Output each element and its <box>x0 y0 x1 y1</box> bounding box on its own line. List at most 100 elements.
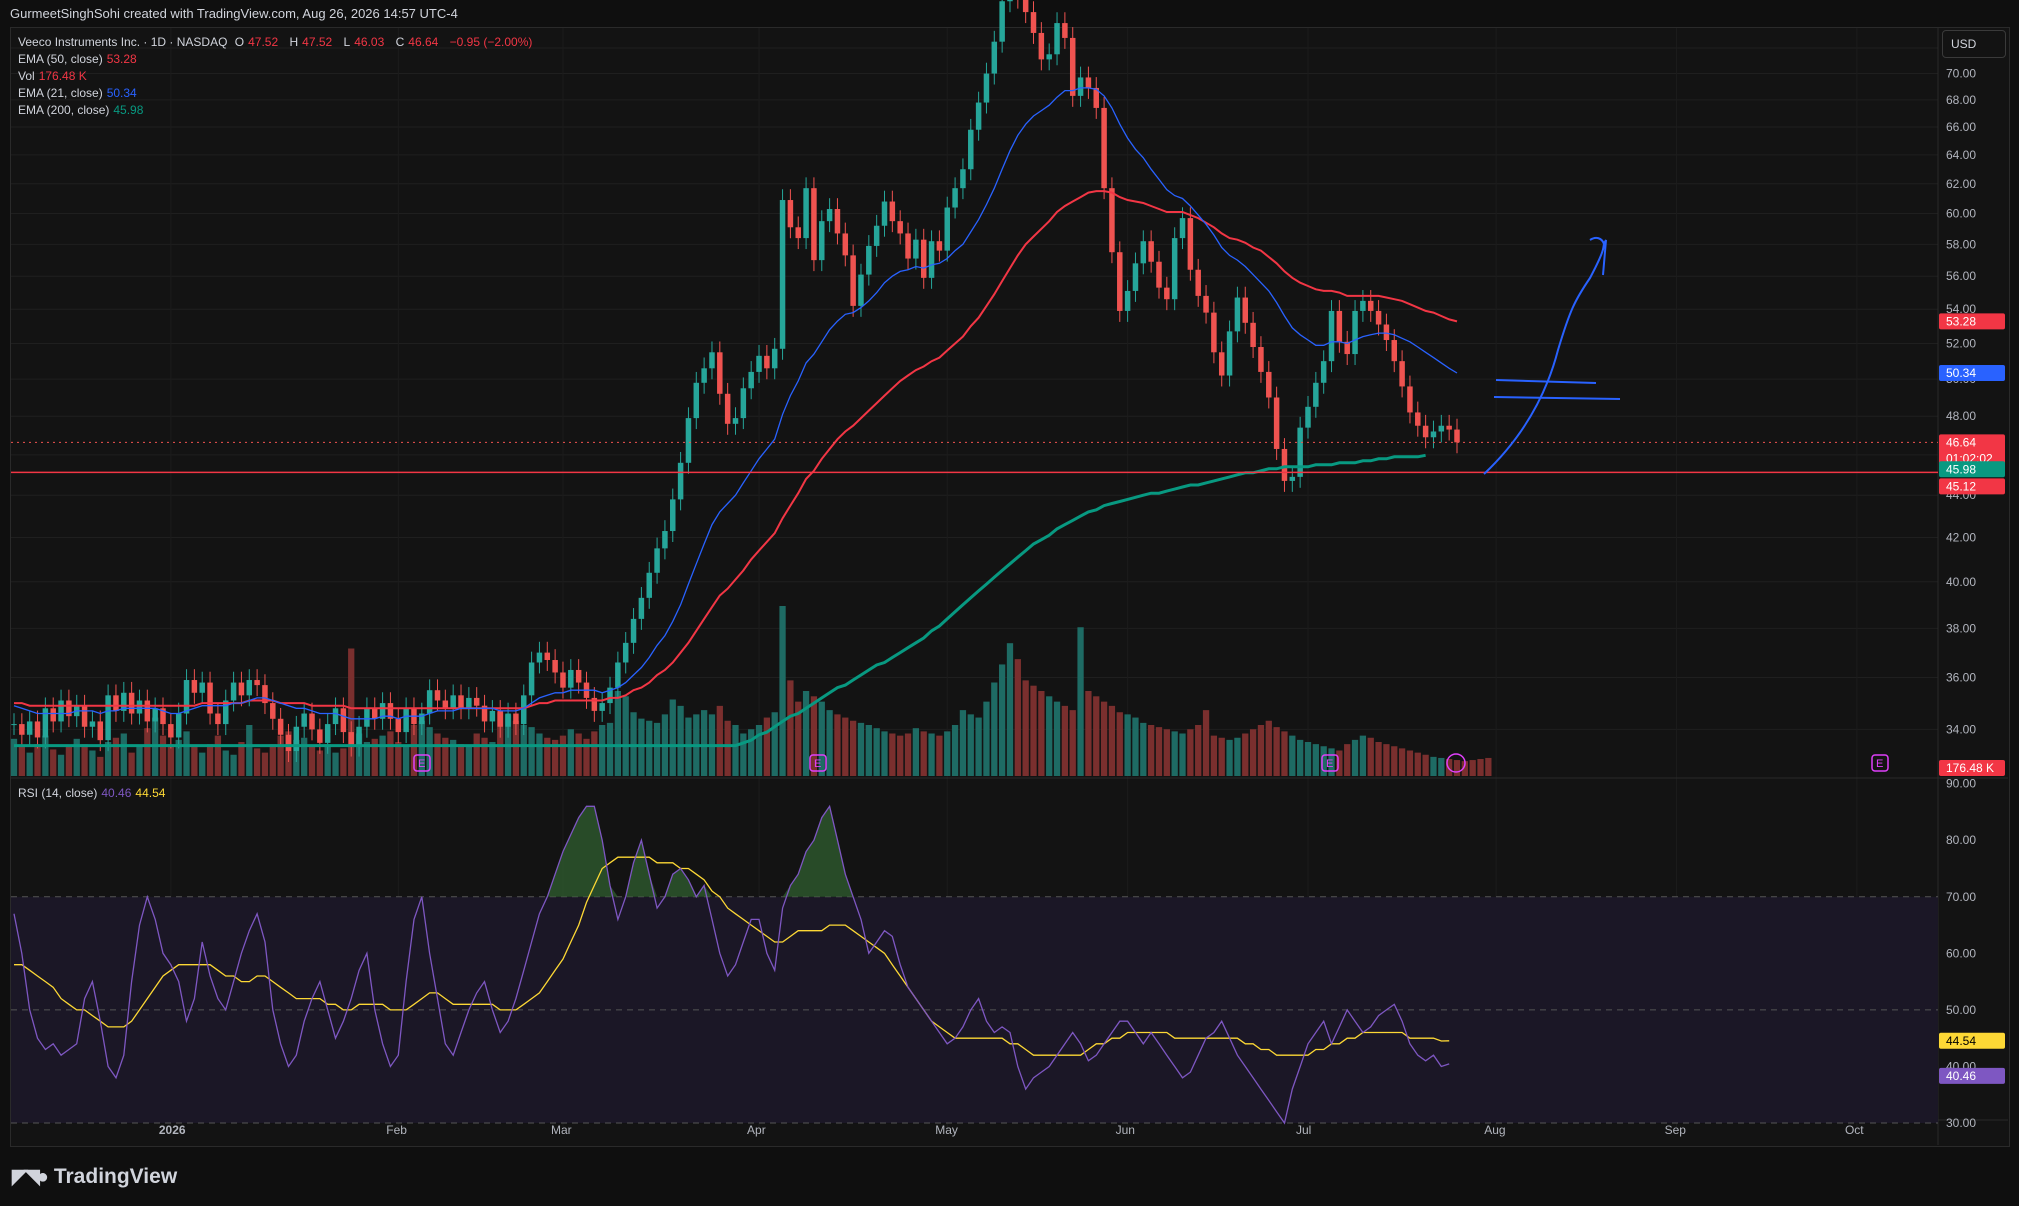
currency-button[interactable]: USD <box>1942 30 2006 58</box>
volume-bar <box>26 752 33 776</box>
brand-footer[interactable]: ◤◥● TradingView <box>12 1164 177 1189</box>
legend-ema50[interactable]: EMA (50, close) 53.28 <box>18 52 141 66</box>
tag-rsi-ma-text: 44.54 <box>1946 1034 1976 1048</box>
candle-body <box>677 462 684 500</box>
ema200-line <box>14 453 1426 748</box>
candle-body <box>607 687 613 704</box>
candle-body <box>348 732 354 746</box>
volume-bar <box>677 705 684 776</box>
rsi-tick-label: 80.00 <box>1946 833 1976 847</box>
candle-body <box>646 572 652 598</box>
volume-bar <box>1132 717 1139 776</box>
ema21-line <box>13 87 1458 720</box>
volume-bar <box>1218 737 1225 776</box>
legend-ema21-value: 50.34 <box>106 86 137 100</box>
volume-bar <box>1446 759 1453 776</box>
volume-bar <box>1281 731 1288 776</box>
volume-bar <box>214 735 222 776</box>
candle-body <box>960 169 966 189</box>
candle-body <box>419 713 425 725</box>
candle-body <box>928 241 935 278</box>
x-tick-label: Apr <box>747 1123 766 1137</box>
candle-body <box>795 227 801 239</box>
candle-body <box>1124 290 1131 311</box>
volume-bar <box>873 728 880 776</box>
candle-body <box>732 418 739 424</box>
volume-bar <box>230 754 237 776</box>
volume-bar <box>402 746 410 776</box>
candle-body <box>1038 32 1045 60</box>
candle-body <box>238 682 245 696</box>
symbol-title[interactable]: Veeco Instruments Inc. · 1D · NASDAQ <box>18 35 228 49</box>
volume-bar <box>1375 742 1382 776</box>
volume-bar <box>410 725 418 776</box>
volume-bar <box>418 720 425 776</box>
rsi-tick-label: 60.00 <box>1946 946 1976 960</box>
volume-bar <box>559 735 567 776</box>
volume-bar <box>340 748 347 776</box>
volume-bar <box>1249 729 1257 776</box>
tag-last-text: 46.64 <box>1946 435 1976 449</box>
candle-body <box>458 695 464 709</box>
candle-body <box>630 618 637 643</box>
candle-body <box>309 713 315 730</box>
ohlc-open: O 47.52 <box>234 35 279 49</box>
volume-bar <box>1320 746 1327 776</box>
pen-drawing-line <box>1495 379 1597 384</box>
candle-body <box>426 690 433 714</box>
volume-bar <box>653 722 661 776</box>
volume-bar <box>591 731 598 776</box>
legend-rsi[interactable]: RSI (14, close) 40.46 44.54 <box>18 786 169 800</box>
candle-body <box>1297 427 1303 477</box>
volume-bar <box>1453 760 1461 776</box>
volume-bar <box>826 710 833 776</box>
volume-bar <box>1477 759 1484 776</box>
volume-bar <box>1053 701 1061 776</box>
candle-body <box>1164 287 1170 300</box>
volume-bar <box>567 729 574 776</box>
candle-body <box>1187 218 1194 270</box>
candle-body <box>1046 54 1052 60</box>
candle-body <box>1258 347 1264 372</box>
volume-bar <box>1430 756 1437 776</box>
ohlc-change: −0.95 (−2.00%) <box>449 35 533 49</box>
legend-volume[interactable]: Vol 176.48 K <box>18 69 91 83</box>
volume-bar <box>301 737 308 776</box>
volume-bar <box>802 691 810 776</box>
volume-bar <box>779 606 786 776</box>
legend-rsi-value: 40.46 <box>101 786 132 800</box>
candle-body <box>1305 406 1311 428</box>
volume-bar <box>614 691 622 776</box>
candle-body <box>1062 23 1068 38</box>
symbol-legend[interactable]: Veeco Instruments Inc. · 1D · NASDAQ O 47… <box>18 35 536 49</box>
volume-bar <box>551 739 559 776</box>
legend-ema200[interactable]: EMA (200, close) 45.98 <box>18 103 147 117</box>
volume-bar <box>332 752 339 776</box>
candle-body <box>1289 476 1296 481</box>
legend-ema21[interactable]: EMA (21, close) 50.34 <box>18 86 141 100</box>
candle-body <box>568 669 574 688</box>
volume-bar <box>1422 754 1429 776</box>
candle-body <box>1195 269 1201 296</box>
candle-body <box>1022 0 1029 13</box>
volume-bar <box>849 720 857 776</box>
candle-body <box>160 708 166 725</box>
tag-rsi-ma <box>1939 1032 2005 1049</box>
candle-body <box>1179 218 1186 239</box>
dividend-flash-icon <box>1446 753 1466 773</box>
volume-bar <box>442 737 449 776</box>
volume-bar <box>575 733 582 776</box>
candle-body <box>1156 261 1162 288</box>
volume-bar <box>159 735 167 776</box>
candle-body <box>638 597 645 619</box>
volume-bar <box>1108 705 1116 776</box>
earnings-marker-label: E <box>418 758 425 770</box>
candle-body <box>968 129 974 170</box>
candle-body <box>944 207 950 251</box>
legend-rsi-ma-value: 44.54 <box>135 786 166 800</box>
volume-bar <box>818 701 825 776</box>
volume-bar <box>73 738 80 776</box>
volume-bar <box>1367 737 1374 776</box>
volume-bar <box>316 750 323 776</box>
